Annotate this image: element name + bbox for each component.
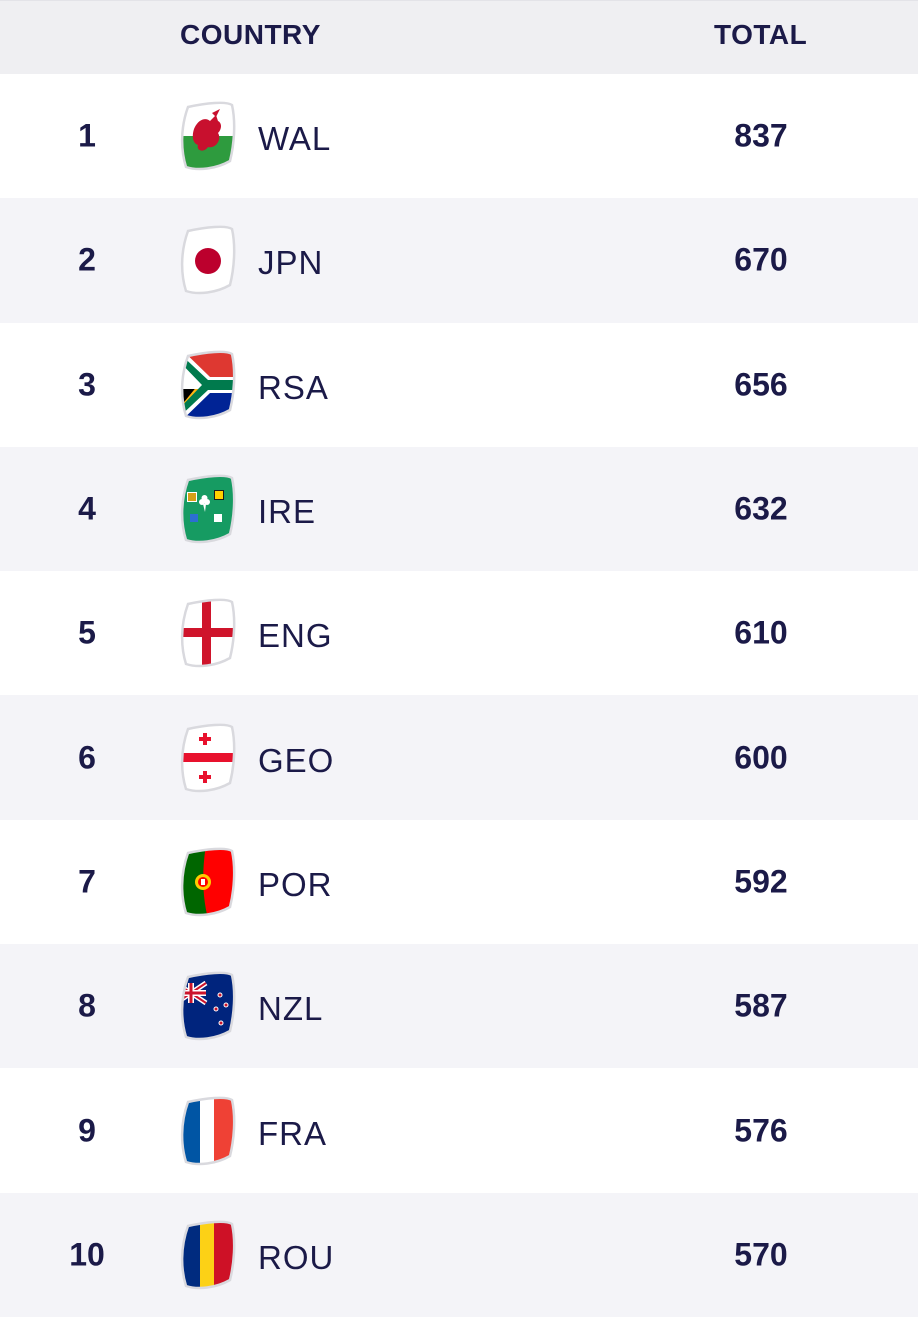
table-header: COUNTRY TOTAL (0, 0, 918, 74)
rank-cell: 3 (78, 366, 96, 403)
japan-flag-icon (176, 223, 236, 297)
romania-flag-icon (176, 1218, 236, 1292)
rank-cell: 2 (78, 241, 96, 278)
table-row[interactable]: 5 ENG 610 (0, 571, 918, 695)
ireland-rugby-flag-icon (176, 472, 236, 546)
portugal-flag-icon (176, 845, 236, 919)
table-row[interactable]: 2 JPN 670 (0, 198, 918, 323)
table-row[interactable]: 9 FRA 576 (0, 1068, 918, 1192)
total-cell: 610 (734, 614, 788, 651)
country-code: FRA (258, 1114, 327, 1152)
table-row[interactable]: 10 ROU 570 (0, 1192, 918, 1317)
country-code: RSA (258, 368, 329, 406)
country-code: NZL (258, 990, 324, 1028)
country-code: ENG (258, 617, 333, 655)
table-row[interactable]: 7 POR 592 (0, 820, 918, 944)
rank-cell: 4 (78, 490, 96, 527)
wales-flag-icon (176, 99, 236, 173)
total-cell: 632 (734, 490, 788, 527)
england-flag-icon (176, 596, 236, 670)
total-cell: 592 (734, 863, 788, 900)
rank-cell: 5 (78, 614, 96, 651)
country-code: ROU (258, 1238, 335, 1276)
country-code: POR (258, 865, 333, 903)
table-row[interactable]: 8 NZL 587 (0, 944, 918, 1069)
rank-cell: 1 (78, 117, 96, 154)
rank-cell: 6 (78, 739, 96, 776)
table-row[interactable]: 3 RSA 656 (0, 323, 918, 447)
country-column-header: COUNTRY (180, 19, 321, 50)
total-cell: 837 (734, 117, 788, 154)
total-cell: 587 (734, 987, 788, 1024)
rank-cell: 7 (78, 863, 96, 900)
georgia-flag-icon (176, 721, 236, 795)
table-row[interactable]: 1 WAL 837 (0, 74, 918, 198)
country-code: IRE (258, 493, 317, 531)
table-row[interactable]: 4 IRE 632 (0, 446, 918, 572)
total-cell: 600 (734, 739, 788, 776)
rank-cell: 9 (78, 1112, 96, 1149)
south-africa-flag-icon (176, 348, 236, 422)
country-code: JPN (258, 244, 324, 282)
rank-cell: 8 (78, 987, 96, 1024)
total-column-header: TOTAL (714, 19, 808, 50)
rank-cell: 10 (69, 1236, 105, 1273)
total-cell: 570 (734, 1236, 788, 1273)
total-cell: 670 (734, 241, 788, 278)
france-flag-icon (176, 1094, 236, 1168)
total-cell: 576 (734, 1112, 788, 1149)
table-row[interactable]: 6 GEO 600 (0, 695, 918, 820)
total-cell: 656 (734, 366, 788, 403)
country-code: WAL (258, 120, 332, 158)
country-code: GEO (258, 741, 335, 779)
new-zealand-flag-icon (176, 969, 236, 1043)
